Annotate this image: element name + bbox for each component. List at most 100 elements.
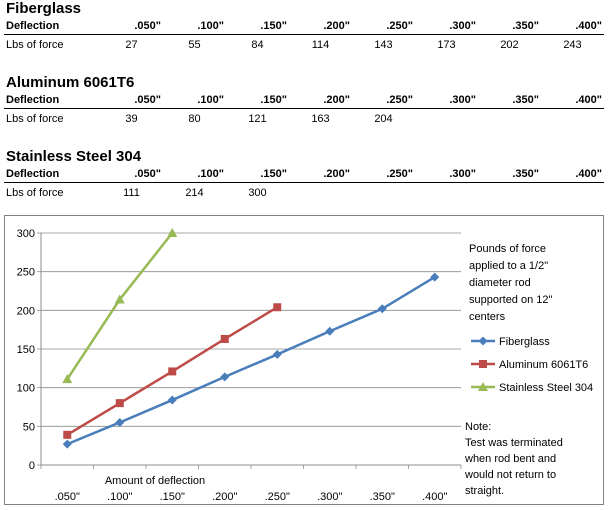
x-tick-label: .100" — [107, 491, 132, 503]
legend-entry: Aluminum 6061T6 — [499, 359, 588, 371]
data-point — [377, 304, 387, 314]
column-header: .350" — [478, 93, 541, 109]
force-value-cell: 163 — [311, 113, 330, 125]
data-point — [115, 417, 125, 427]
data-point — [430, 272, 440, 282]
line-chart: 0 50 100 150 200 250 300 .050" .100" .150" .200" .2… — [17, 228, 593, 503]
legend-entry: Stainless Steel 304 — [499, 382, 593, 394]
x-axis-label: Amount of deflection — [105, 475, 205, 487]
column-header: .100" — [163, 167, 226, 183]
y-tick-label: 50 — [23, 421, 35, 433]
series-line — [66, 276, 436, 446]
force-value-cell — [541, 183, 604, 201]
y-tick-label: 100 — [17, 383, 35, 395]
data-point — [272, 349, 282, 359]
header-label: Deflection — [4, 93, 100, 109]
force-value-cell — [415, 183, 478, 201]
annotation-text: supported on 12" — [469, 294, 553, 306]
data-point — [63, 430, 72, 439]
note-text: Note: — [465, 421, 491, 433]
annotation-text: diameter rod — [469, 277, 531, 289]
note-text: would not return to — [464, 469, 556, 481]
data-point — [167, 395, 177, 405]
force-value-cell: 202 — [500, 39, 519, 51]
x-tick-label: .050" — [55, 491, 80, 503]
column-header: .150" — [226, 19, 289, 35]
row-label: Lbs of force — [6, 39, 64, 51]
column-header: .300" — [415, 93, 478, 109]
data-point — [325, 326, 335, 336]
force-value-cell: 39 — [125, 113, 138, 125]
note-text: Test was terminated — [465, 437, 563, 449]
force-value-cell: 300 — [248, 187, 267, 199]
y-tick-label: 150 — [17, 344, 35, 356]
legend-entry: Fiberglass — [499, 336, 550, 348]
force-value-cell — [478, 109, 541, 127]
force-value-cell: 80 — [188, 113, 201, 125]
x-tick-label: .250" — [265, 491, 290, 503]
annotation-text: centers — [469, 311, 506, 323]
deflection-table: Deflection .050" .100" .150" .200" .250" .300"… — [4, 167, 604, 200]
force-value-cell: 214 — [185, 187, 204, 199]
x-tick-label: .150" — [160, 491, 185, 503]
x-tick-label: .200" — [212, 491, 237, 503]
column-header: .400" — [541, 19, 604, 35]
note-text: straight. — [465, 485, 504, 497]
y-tick-label: 200 — [17, 305, 35, 317]
material-table-block: Fiberglass Deflection .050" .100" .150" .200"… — [4, 0, 606, 52]
force-value-cell: 114 — [311, 39, 330, 51]
force-value-cell: 173 — [437, 39, 456, 51]
table-title: Aluminum 6061T6 — [6, 74, 135, 91]
data-point — [62, 374, 73, 384]
data-point — [114, 294, 125, 304]
table-row: Lbs of force 111 214 300 — [4, 183, 604, 201]
column-header: .100" — [163, 19, 226, 35]
column-header: .200" — [289, 167, 352, 183]
force-value-cell: 55 — [188, 39, 201, 51]
row-label: Lbs of force — [6, 187, 64, 199]
x-tick-label: .400" — [422, 491, 447, 503]
column-header: .300" — [415, 19, 478, 35]
annotation-text: Pounds of force — [469, 243, 546, 255]
force-value-cell: 27 — [125, 39, 138, 51]
series-line — [66, 232, 174, 380]
column-header: .350" — [478, 167, 541, 183]
legend-marker — [478, 336, 488, 346]
force-value-cell: 121 — [248, 113, 267, 125]
column-header: .400" — [541, 93, 604, 109]
x-tick-label: .350" — [370, 491, 395, 503]
data-point — [167, 228, 178, 237]
table-row: Lbs of force 39 80 121 163 204 — [4, 109, 604, 127]
force-value-cell — [541, 109, 604, 127]
column-header: .050" — [100, 167, 163, 183]
data-point — [115, 399, 124, 408]
column-header: .150" — [226, 93, 289, 109]
data-point — [220, 334, 229, 343]
deflection-table: Deflection .050" .100" .150" .200" .250" .300"… — [4, 19, 604, 52]
data-point — [168, 367, 177, 376]
row-label: Lbs of force — [6, 113, 64, 125]
y-tick-label: 250 — [17, 267, 35, 279]
column-header: .200" — [289, 93, 352, 109]
force-value-cell: 143 — [374, 39, 393, 51]
table-header-row: Deflection .050" .100" .150" .200" .250" .300"… — [4, 19, 604, 35]
column-header: .200" — [289, 19, 352, 35]
chart-area: 0 50 100 150 200 250 300 .050" .100" .150" .200" .2… — [4, 215, 604, 505]
column-header: .250" — [352, 19, 415, 35]
force-value-cell — [352, 183, 415, 201]
deflection-table: Deflection .050" .100" .150" .200" .250" .300"… — [4, 93, 604, 126]
material-table-block: Aluminum 6061T6 Deflection .050" .100" .150"… — [4, 74, 606, 126]
table-header-row: Deflection .050" .100" .150" .200" .250" .300"… — [4, 167, 604, 183]
column-header: .250" — [352, 167, 415, 183]
data-point — [62, 439, 72, 449]
column-header: .150" — [226, 167, 289, 183]
note-text: when rod bent and — [464, 453, 556, 465]
force-value-cell — [478, 183, 541, 201]
column-header: .050" — [100, 93, 163, 109]
table-row: Lbs of force 27 55 84 114 143 173 202 243 — [4, 35, 604, 53]
force-value-cell: 204 — [374, 113, 393, 125]
column-header: .350" — [478, 19, 541, 35]
column-header: .400" — [541, 167, 604, 183]
force-value-cell — [289, 183, 352, 201]
material-table-block: Stainless Steel 304 Deflection .050" .100".… — [4, 148, 606, 200]
